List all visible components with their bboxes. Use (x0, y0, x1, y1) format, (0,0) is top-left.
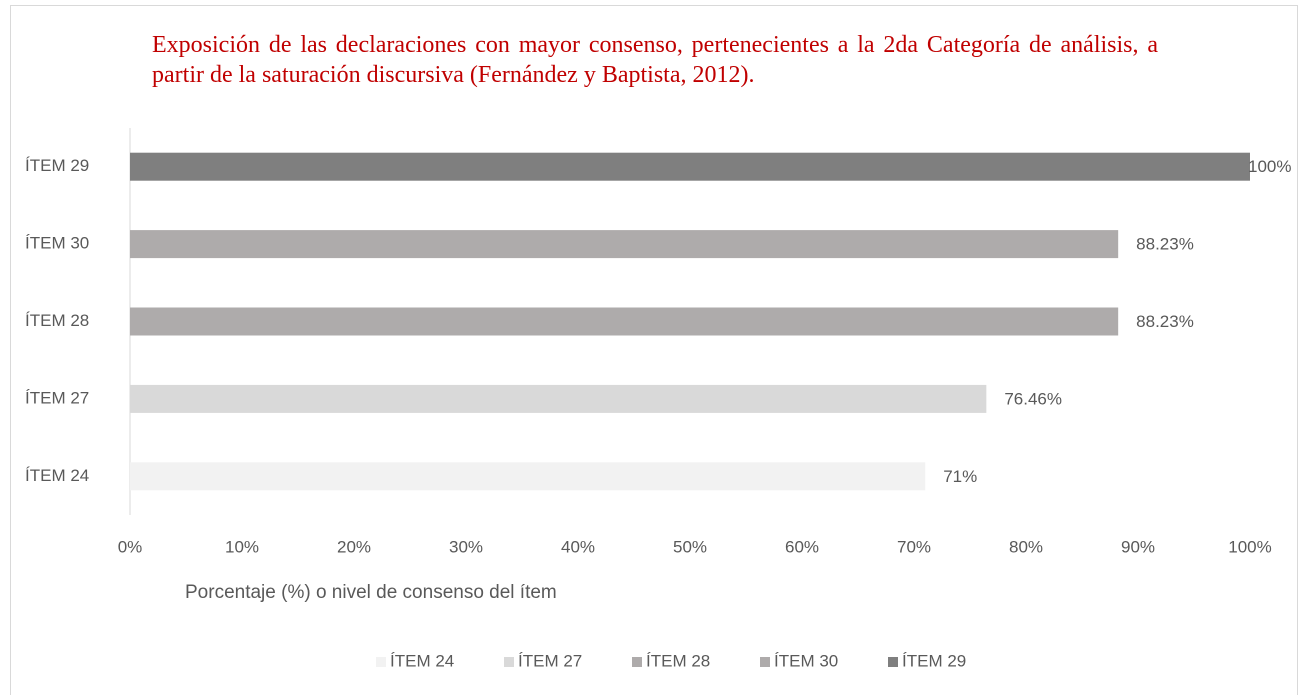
x-tick-label: 70% (897, 537, 931, 556)
x-tick-label: 50% (673, 537, 707, 556)
bar (130, 384, 987, 413)
bar (130, 230, 1119, 259)
x-tick-label: 100% (1228, 537, 1271, 556)
legend-label: ÍTEM 24 (390, 651, 454, 670)
legend-label: ÍTEM 28 (646, 651, 710, 670)
chart-title: Exposición de las declaraciones con mayo… (152, 32, 1158, 88)
chart-frame (10, 5, 1298, 695)
x-tick-label: 90% (1121, 537, 1155, 556)
x-tick-label: 10% (225, 537, 259, 556)
x-tick-label: 0% (118, 537, 143, 556)
value-label: 76.46% (1004, 389, 1062, 408)
legend-swatch (632, 657, 642, 667)
x-tick-label: 20% (337, 537, 371, 556)
y-tick-label: ÍTEM 28 (25, 311, 89, 330)
x-tick-label: 80% (1009, 537, 1043, 556)
y-tick-label: ÍTEM 29 (25, 156, 89, 175)
legend-swatch (376, 657, 386, 667)
legend-swatch (504, 657, 514, 667)
x-tick-label: 40% (561, 537, 595, 556)
x-tick-label: 30% (449, 537, 483, 556)
x-tick-label: 60% (785, 537, 819, 556)
y-tick-label: ÍTEM 27 (25, 388, 89, 407)
legend-label: ÍTEM 29 (902, 651, 966, 670)
value-label: 100% (1248, 157, 1291, 176)
y-tick-label: ÍTEM 24 (25, 466, 89, 485)
legend-label: ÍTEM 30 (774, 651, 838, 670)
legend-swatch (888, 657, 898, 667)
value-label: 71% (943, 467, 977, 486)
y-tick-label: ÍTEM 30 (25, 234, 89, 253)
bar (130, 152, 1250, 181)
bar (130, 462, 926, 491)
legend-swatch (760, 657, 770, 667)
value-label: 88.23% (1136, 235, 1194, 254)
legend-label: ÍTEM 27 (518, 651, 582, 670)
x-axis-label: Porcentaje (%) o nivel de consenso del í… (185, 582, 557, 603)
value-label: 88.23% (1136, 312, 1194, 331)
bar (130, 307, 1119, 336)
